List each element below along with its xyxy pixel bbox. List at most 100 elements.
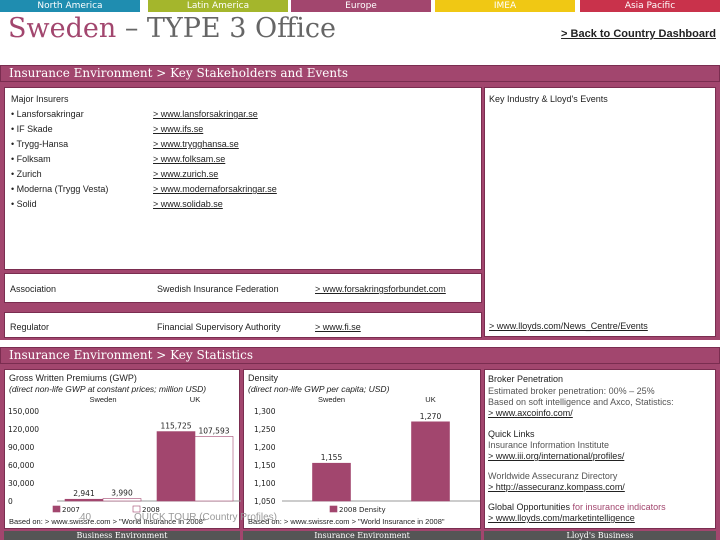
data-label: 107,593 [198,426,229,435]
y-tick-label: 1,100 [254,479,276,488]
back-to-dashboard-link[interactable]: > Back to Country Dashboard [561,28,716,40]
insurer-link: > www.folksam.se [153,154,225,164]
quick-tour-label[interactable]: QUICK TOUR (Country Profiles) [134,512,277,523]
wad-link-anchor[interactable]: > http://assecuranz.kompass.com/ [488,482,625,492]
broker-panel: Broker Penetration Estimated broker pene… [484,369,716,529]
gwp-chart-panel: Gross Written Premiums (GWP) (direct non… [4,369,241,529]
bar [194,436,234,502]
y-tick-label: 30,000 [8,479,34,488]
insurer-name: • IF Skade [11,124,53,134]
page-title: Sweden – TYPE 3 Office [8,13,336,44]
global-opportunities-label: Global Opportunities for insurance indic… [488,502,666,512]
quick-links-heading: Quick Links [488,429,535,439]
legend-swatch [329,505,338,513]
association-label: Association [10,284,57,294]
iii-link-anchor[interactable]: > www.iii.org/international/profiles/ [488,451,625,461]
legend-label: 2008 Density [339,506,386,514]
density-chart-title: Density [248,373,279,383]
legend-swatch [52,505,61,513]
data-label: 2,941 [73,489,95,498]
global-opportunities-text: Global Opportunities [488,502,573,512]
bar [156,431,196,502]
category-label: Sweden [318,395,345,404]
association-row: Association Swedish Insurance Federation… [4,273,482,303]
regulator-row: Regulator Financial Supervisory Authorit… [4,312,482,338]
events-panel: Key Industry & Lloyd's Events > www.lloy… [484,87,716,337]
y-tick-label: 1,050 [254,497,276,506]
region-tab-asia-pacific[interactable]: Asia Pacific [580,0,720,12]
insurer-name: • Folksam [11,154,51,164]
events-heading: Key Industry & Lloyd's Events [489,94,608,104]
y-tick-label: 1,150 [254,461,276,470]
density-chart-panel: Density (direct non-life GWP per capita;… [243,369,481,529]
y-tick-label: 0 [8,497,13,506]
bar [312,462,351,502]
axco-link-anchor[interactable]: > www.axcoinfo.com/ [488,408,573,418]
association-link: > www.forsakringsforbundet.com [315,284,446,294]
insurer-name: • Zurich [11,169,42,179]
regulator-name: Financial Supervisory Authority [157,322,281,332]
region-tab-north-america[interactable]: North America [0,0,140,12]
insurer-name: • Trygg-Hansa [11,139,69,149]
insurer-link: > www.modernaforsakringar.se [153,184,277,194]
legend-label: 2008 [142,506,160,514]
events-link-anchor[interactable]: > www.lloyds.com/News_Centre/Events [489,321,648,331]
broker-penetration-heading: Broker Penetration [488,374,564,384]
gwp-chart-subtitle: (direct non-life GWP at constant prices;… [9,384,207,394]
bar [411,421,450,502]
regulator-link-anchor[interactable]: > www.fi.se [315,322,361,332]
wad-label: Worldwide Assecuranz Directory [488,471,618,481]
insurer-name: • Lansforsakringar [11,109,84,119]
stakeholders-section-title: Insurance Environment > Key Stakeholders… [0,65,720,82]
y-tick-label: 120,000 [8,425,39,434]
data-label: 1,270 [420,412,442,421]
gwp-chart-title: Gross Written Premiums (GWP) [9,373,137,383]
page-title-country: Sweden [8,13,117,44]
insurer-link: > www.trygghansa.se [153,139,239,149]
insurer-link-anchor[interactable]: > www.zurich.se [153,169,219,179]
insurer-link-anchor[interactable]: > www.ifs.se [153,124,204,134]
insurer-link: > www.lansforsakringar.se [153,109,258,119]
global-opportunities-accent: for insurance indicators [572,502,666,512]
y-tick-label: 60,000 [8,461,34,470]
insurer-link-anchor[interactable]: > www.modernaforsakringar.se [153,184,277,194]
insurer-link-anchor[interactable]: > www.solidab.se [153,199,223,209]
wad-link: > http://assecuranz.kompass.com/ [488,482,625,492]
statistics-section-title: Insurance Environment > Key Statistics [0,347,720,364]
region-tab-imea[interactable]: IMEA [435,0,575,12]
region-tab-europe[interactable]: Europe [291,0,431,12]
insurer-name: • Solid [11,199,37,209]
y-tick-label: 1,200 [254,443,276,452]
footer-tab-business-environment[interactable]: Business Environment [4,531,240,540]
density-chart-subtitle: (direct non-life GWP per capita; USD) [248,384,390,394]
y-tick-label: 1,250 [254,425,276,434]
density-chart-source: Based on: > www.swissre.com > "World Ins… [248,517,445,526]
insurer-link-anchor[interactable]: > www.trygghansa.se [153,139,239,149]
footer-tab-lloyds-business[interactable]: Lloyd's Business [484,531,716,540]
footer-tab-insurance-environment[interactable]: Insurance Environment [243,531,481,540]
page-title-office-type: TYPE 3 Office [146,13,337,44]
region-tab-latin-america[interactable]: Latin America [148,0,288,12]
y-tick-label: 90,000 [8,443,34,452]
events-link: > www.lloyds.com/News_Centre/Events [489,321,648,331]
page-title-separator: – [116,13,147,44]
iii-label: Insurance Information Institute [488,440,610,450]
legend-swatch [132,505,141,513]
market-intelligence-link: > www.lloyds.com/marketintelligence [488,513,635,523]
y-tick-label: 1,300 [254,407,276,416]
major-insurers-heading: Major Insurers [11,94,69,104]
broker-penetration-basis: Based on soft intelligence and Axco, Sta… [488,397,674,407]
data-label: 1,155 [321,453,343,462]
insurer-link-anchor[interactable]: > www.folksam.se [153,154,226,164]
market-intelligence-link-anchor[interactable]: > www.lloyds.com/marketintelligence [488,513,635,523]
major-insurers-panel: Major Insurers • Lansforsakringar > www.… [4,87,482,270]
regulator-link: > www.fi.se [315,322,361,332]
insurer-link: > www.ifs.se [153,124,203,134]
association-name: Swedish Insurance Federation [157,284,279,294]
bar [64,498,104,502]
association-link-anchor[interactable]: > www.forsakringsforbundet.com [315,284,446,294]
category-label: Sweden [89,395,116,404]
gwp-chart-source: Based on: > www.swissre.com > "World Ins… [9,517,206,526]
insurer-link: > www.zurich.se [153,169,218,179]
insurer-link-anchor[interactable]: > www.lansforsakringar.se [153,109,258,119]
